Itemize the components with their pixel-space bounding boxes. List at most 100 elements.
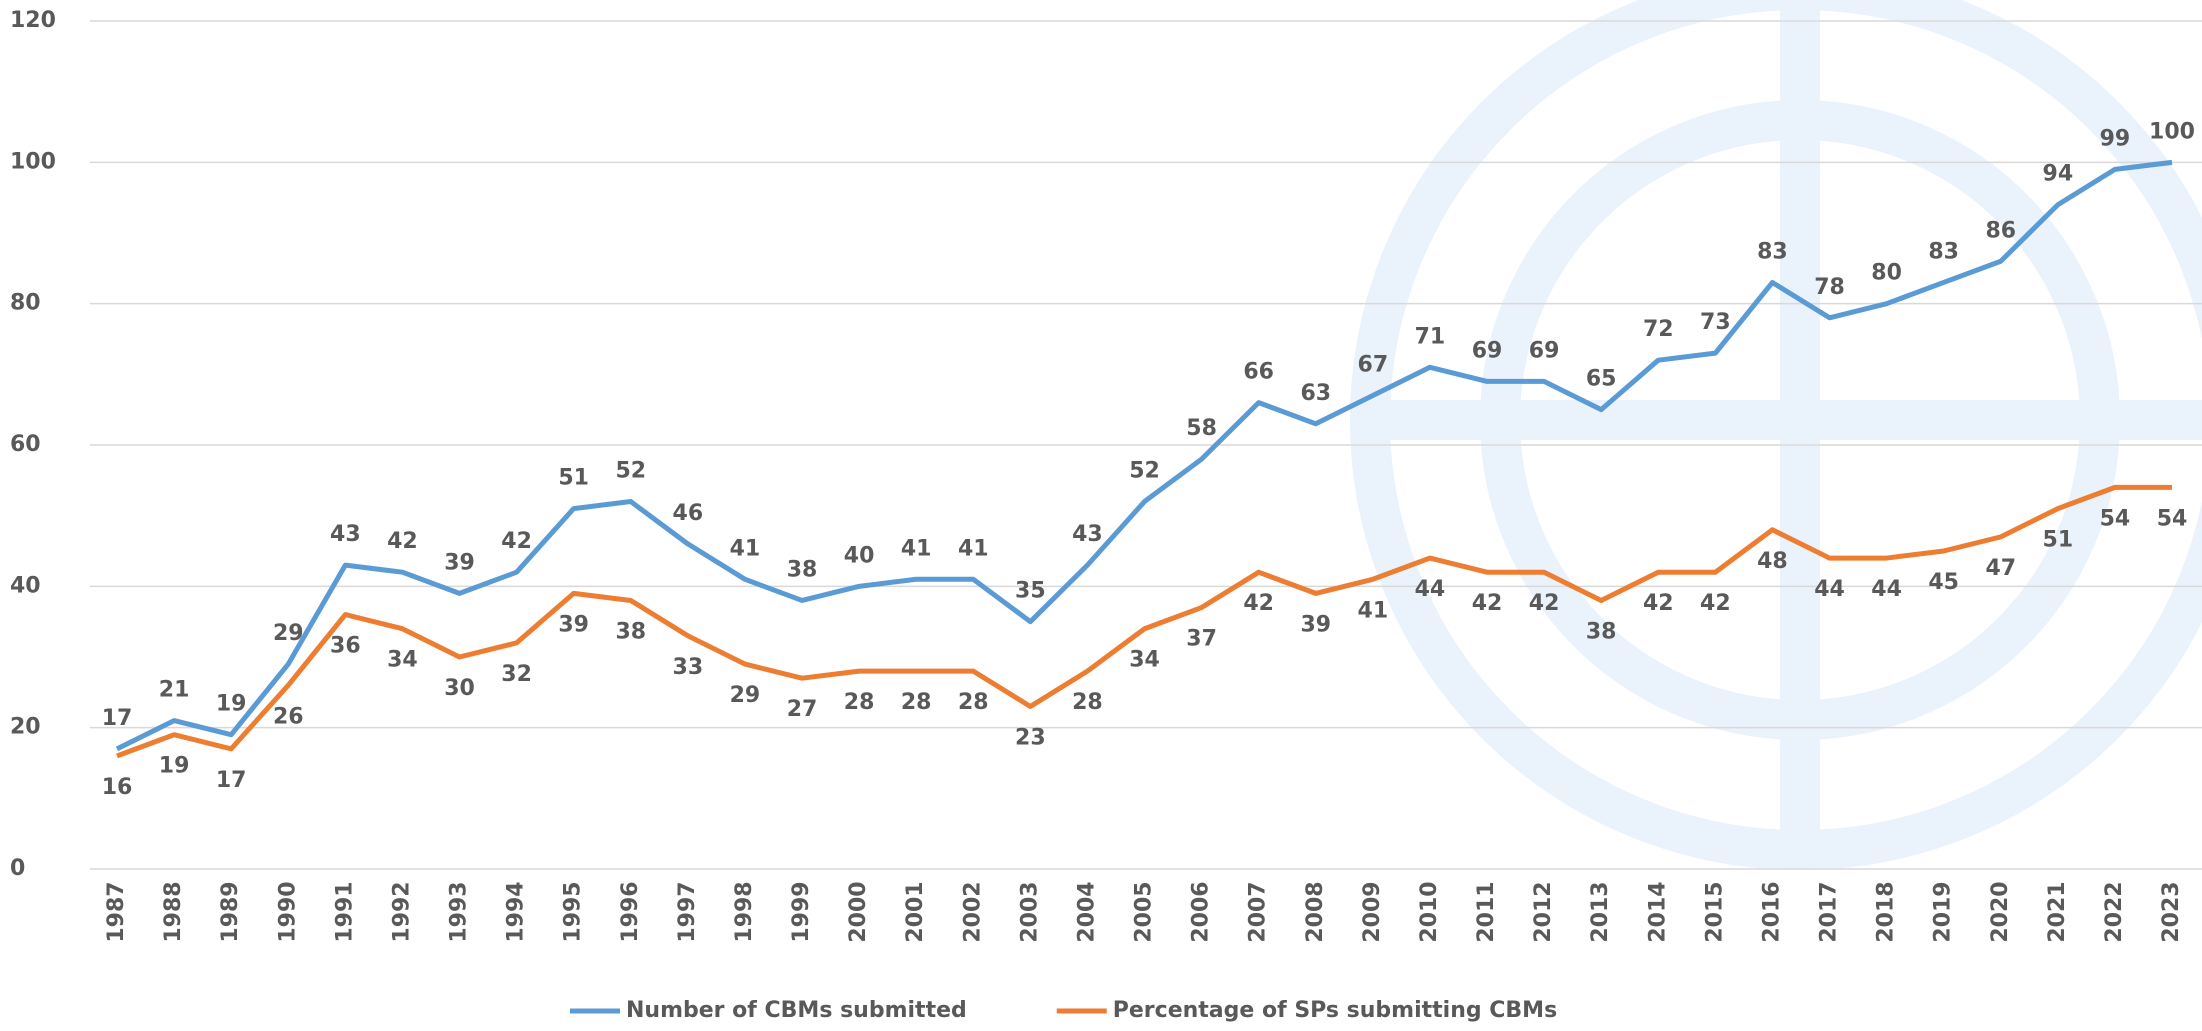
data-label: 48: [1757, 549, 1788, 574]
data-label: 38: [615, 619, 646, 644]
data-label: 42: [1243, 591, 1274, 616]
x-tick-label: 1993: [447, 881, 472, 942]
x-tick-label: 1997: [675, 881, 700, 942]
data-label: 99: [2100, 126, 2131, 151]
series-line: [116, 484, 2172, 759]
data-label: 17: [102, 706, 133, 731]
data-label: 39: [444, 550, 475, 575]
y-tick-label: 80: [10, 291, 41, 316]
data-label: 41: [958, 536, 989, 561]
data-label: 86: [1985, 218, 2016, 243]
data-label: 83: [1928, 239, 1959, 264]
data-label: 27: [787, 697, 818, 722]
x-tick-label: 2009: [1360, 881, 1385, 942]
x-tick-label: 2008: [1303, 881, 1328, 942]
data-label: 21: [159, 678, 190, 703]
x-tick-label: 2003: [1017, 881, 1042, 942]
data-label: 33: [673, 655, 704, 680]
data-label: 47: [1985, 556, 2016, 581]
data-label: 63: [1300, 381, 1331, 406]
data-label: 71: [1415, 324, 1446, 349]
x-tick-label: 2010: [1417, 881, 1442, 942]
x-tick-label: 1995: [561, 881, 586, 942]
x-tick-label: 2004: [1074, 881, 1099, 942]
data-label: 41: [1358, 598, 1389, 623]
data-label: 28: [958, 690, 989, 715]
data-label: 65: [1586, 367, 1617, 392]
x-tick-label: 2006: [1189, 881, 1214, 942]
x-tick-label: 2019: [1931, 881, 1956, 942]
data-label: 100: [2149, 119, 2195, 144]
data-label: 94: [2043, 162, 2074, 187]
x-tick-label: 2022: [2102, 881, 2127, 942]
data-label: 44: [1415, 577, 1446, 602]
x-tick-label: 1989: [218, 881, 243, 942]
data-label: 17: [216, 768, 247, 793]
data-label: 23: [1015, 725, 1046, 750]
data-label: 43: [1072, 522, 1103, 547]
data-label: 42: [501, 529, 532, 554]
data-label: 44: [1814, 577, 1845, 602]
data-label: 42: [1700, 591, 1731, 616]
data-label: 38: [1586, 619, 1617, 644]
y-tick-label: 100: [10, 149, 56, 174]
data-label: 42: [1529, 591, 1560, 616]
y-tick-label: 40: [10, 573, 41, 598]
data-label: 28: [844, 690, 875, 715]
data-label: 35: [1015, 579, 1046, 604]
x-tick-label: 2002: [960, 881, 985, 942]
x-tick-label: 1996: [618, 881, 643, 942]
data-label: 29: [273, 621, 304, 646]
data-label: 72: [1643, 317, 1674, 342]
data-label: 28: [1072, 690, 1103, 715]
data-label: 30: [444, 676, 475, 701]
data-label: 69: [1472, 338, 1503, 363]
y-tick-label: 120: [10, 8, 56, 33]
legend-label: Percentage of SPs submitting CBMs: [1113, 998, 1557, 1023]
data-label: 51: [2043, 528, 2074, 553]
data-label: 73: [1700, 310, 1731, 335]
x-tick-label: 2013: [1588, 881, 1613, 942]
data-label: 16: [102, 775, 133, 800]
data-label: 29: [730, 683, 761, 708]
x-tick-label: 2000: [846, 881, 871, 942]
x-tick-label: 2001: [903, 881, 928, 942]
x-tick-label: 2016: [1759, 881, 1784, 942]
x-tick-label: 2021: [2045, 881, 2070, 942]
data-label: 42: [387, 529, 418, 554]
y-tick-label: 20: [10, 715, 41, 740]
data-label: 67: [1358, 353, 1389, 378]
data-label: 37: [1186, 627, 1217, 652]
data-label: 51: [558, 466, 589, 491]
x-tick-label: 2017: [1817, 881, 1842, 942]
data-label: 19: [159, 754, 190, 779]
x-tick-label: 2005: [1132, 881, 1157, 942]
x-tick-label: 1987: [104, 881, 129, 942]
x-tick-label: 1992: [389, 881, 414, 942]
data-label: 39: [1300, 612, 1331, 637]
x-tick-label: 1991: [332, 881, 357, 942]
data-label: 28: [901, 690, 932, 715]
data-label: 78: [1814, 275, 1845, 300]
y-tick-label: 60: [10, 432, 41, 457]
data-label: 46: [673, 501, 704, 526]
data-label: 54: [2100, 506, 2131, 531]
data-label: 36: [330, 634, 361, 659]
x-tick-label: 2015: [1702, 881, 1727, 942]
data-label: 83: [1757, 239, 1788, 264]
data-label: 40: [844, 543, 875, 568]
data-label: 54: [2157, 506, 2188, 531]
data-label: 32: [501, 662, 532, 687]
data-label: 38: [787, 557, 818, 582]
data-label: 39: [558, 612, 589, 637]
data-label: 19: [216, 692, 247, 717]
data-label: 41: [901, 536, 932, 561]
x-tick-label: 1998: [732, 881, 757, 942]
x-tick-label: 2011: [1474, 881, 1499, 942]
x-tick-label: 2007: [1246, 881, 1271, 942]
data-label: 69: [1529, 338, 1560, 363]
data-label: 45: [1928, 570, 1959, 595]
data-label: 42: [1643, 591, 1674, 616]
data-label: 34: [1129, 648, 1160, 673]
data-label: 44: [1871, 577, 1902, 602]
